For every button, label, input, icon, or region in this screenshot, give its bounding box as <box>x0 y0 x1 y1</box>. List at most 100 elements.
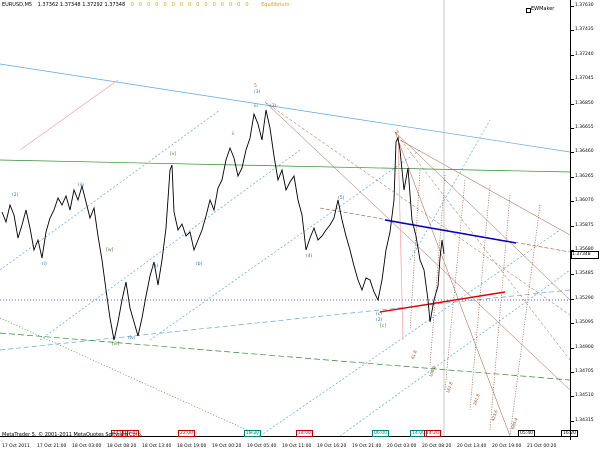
time-tag[interactable]: 05:40 <box>518 430 535 437</box>
symbol-timeframe: EURUSD,M5 <box>2 2 33 8</box>
time-tick-label: 19 Oct 16:20 <box>317 444 347 449</box>
copyright-text: MetaTrader 5, © 2001-2011 MetaQuotes Sof… <box>2 432 143 438</box>
time-tag[interactable]: 16:20 <box>561 430 578 437</box>
time-tick-label: 20 Oct 19:00 <box>492 444 522 449</box>
time-tick-label: 19 Oct 11:00 <box>282 444 312 449</box>
time-tag[interactable]: 22:00 <box>178 430 195 437</box>
indicator-flag: 0 <box>138 2 143 8</box>
price-tick-label: 1.37630 <box>571 3 594 8</box>
ohlc-values: 1.37362 1.37348 1.37292 1.37348 <box>37 2 126 8</box>
blue-signal-line[interactable] <box>384 219 517 244</box>
time-tag[interactable]: 14:00 <box>410 430 427 437</box>
price-tick-label: 1.34315 <box>571 417 594 423</box>
time-tick-label: 19 Oct 05:40 <box>247 444 277 449</box>
time-tick-label: 21 Oct 00:20 <box>527 444 557 449</box>
price-tick-label: 1.36265 <box>571 173 594 179</box>
equilibrium-label: Equilibrium <box>261 2 290 8</box>
wave-label: (3) <box>254 90 261 95</box>
wave-label: (5) <box>338 196 345 201</box>
time-tag[interactable]: 14:00 <box>111 430 128 437</box>
wave-label: (iv) <box>128 336 136 341</box>
wave-label: [iii] <box>112 342 120 347</box>
time-tag[interactable]: 14:00 <box>296 430 313 437</box>
wave-label: (4) <box>306 254 313 259</box>
blue-channel-top[interactable] <box>0 63 570 153</box>
indicator-flag: 0 <box>130 2 134 8</box>
time-tick-label: 20 Oct 03:00 <box>387 444 417 449</box>
indicator-flag: 0 <box>237 2 241 8</box>
time-tick-label: 19 Oct 21:40 <box>352 444 382 449</box>
blue-dashed-rising-line[interactable] <box>0 289 570 351</box>
price-chart-area[interactable] <box>0 0 570 436</box>
chart-header: EURUSD,M5 1.37362 1.37348 1.37292 1.3734… <box>2 2 289 8</box>
price-tick-label: 1.35485 <box>571 271 594 277</box>
indicator-flag: 0 <box>212 2 216 8</box>
time-tick-label: 20 Oct 13:40 <box>457 444 487 449</box>
wave-label: a <box>396 130 399 135</box>
current-price-box: 1.37348 <box>571 251 599 259</box>
price-tick-label: 1.35680 <box>571 247 594 252</box>
wave-label: ii <box>232 132 235 137</box>
time-axis[interactable]: 17 Oct 2011 17 Oct 21:00 18 Oct 03:00 18 Oc… <box>0 436 570 450</box>
wave-label: (3) <box>270 104 277 109</box>
time-tick-label: 17 Oct 2011 <box>2 444 30 449</box>
price-tick-label: 1.37240 <box>571 51 594 57</box>
wave-label: [v] <box>170 152 177 157</box>
price-axis[interactable]: 1.37630 1.37435 1.37240 1.37045 1.36850 1.366… <box>570 0 600 440</box>
wave-label: [c] <box>380 324 386 329</box>
indicator-flag: 0 <box>196 2 200 8</box>
indicator-checkbox[interactable] <box>526 8 531 13</box>
pink-rising-line[interactable] <box>19 79 119 151</box>
indicator-flag: 0 <box>179 2 184 8</box>
time-tick-label: 19 Oct 00:20 <box>212 444 242 449</box>
time-tag[interactable]: 06:00 <box>372 430 389 437</box>
indicator-flag: 0 <box>245 2 249 8</box>
wave-label: (c) <box>376 312 382 317</box>
wave-label: (2) <box>12 193 19 198</box>
time-tag[interactable]: 18:30 <box>244 430 261 437</box>
indicator-flag: 0 <box>163 2 167 8</box>
price-tick-label: 1.36070 <box>571 198 594 204</box>
wave-label: (a) <box>152 264 159 269</box>
indicator-flag: 0 <box>220 2 224 8</box>
indicator-label: EWMaker <box>531 6 555 12</box>
indicator-flag: 0 <box>147 2 151 8</box>
price-tick-label: 1.35095 <box>571 320 594 326</box>
price-tick-label: 1.37435 <box>571 27 594 33</box>
time-tick-label: 18 Oct 03:00 <box>72 444 102 449</box>
green-dotted-steep[interactable] <box>0 317 261 436</box>
time-tick-label: 17 Oct 21:00 <box>37 444 67 449</box>
time-tick-label: 18 Oct 19:00 <box>177 444 207 449</box>
price-tick-label: 1.34900 <box>571 344 594 350</box>
price-tick-label: 1.36655 <box>571 125 594 130</box>
indicator-flag: 0 <box>188 2 192 8</box>
price-tick-label: 1.35875 <box>571 222 594 228</box>
green-support-line[interactable] <box>0 159 570 173</box>
wave-label: (b) <box>196 262 203 267</box>
time-tick-label: 18 Oct 13:40 <box>142 444 172 449</box>
price-tick-label: 1.36460 <box>571 149 594 155</box>
wave-label: 5 <box>254 84 257 89</box>
price-series[interactable] <box>1 109 445 341</box>
wave-label: (i) <box>42 262 47 267</box>
price-tick-label: 1.36850 <box>571 100 594 106</box>
red-signal-line[interactable] <box>379 291 506 313</box>
price-tick-label: 1.34705 <box>571 369 594 374</box>
indicator-flag: 0 <box>228 2 233 8</box>
wave-label: [iv] <box>106 248 114 253</box>
wave-label: (ii) <box>78 183 85 188</box>
price-tick-label: 1.37045 <box>571 76 594 82</box>
indicator-flag: 0 <box>204 2 208 8</box>
trendline-layer <box>0 0 570 436</box>
time-tick-label: 20 Oct 08:20 <box>422 444 452 449</box>
time-tag[interactable]: 14:20 <box>424 430 441 437</box>
green-dashed-declining[interactable] <box>0 332 570 381</box>
indicator-flag: 0 <box>155 2 159 8</box>
wave-label: iii <box>254 104 258 109</box>
time-tick-label: 18 Oct 08:20 <box>107 444 137 449</box>
wave-label: (2) <box>376 318 383 323</box>
price-tick-label: 1.35290 <box>571 295 594 301</box>
time-tag[interactable]: 16:30 <box>122 430 139 437</box>
